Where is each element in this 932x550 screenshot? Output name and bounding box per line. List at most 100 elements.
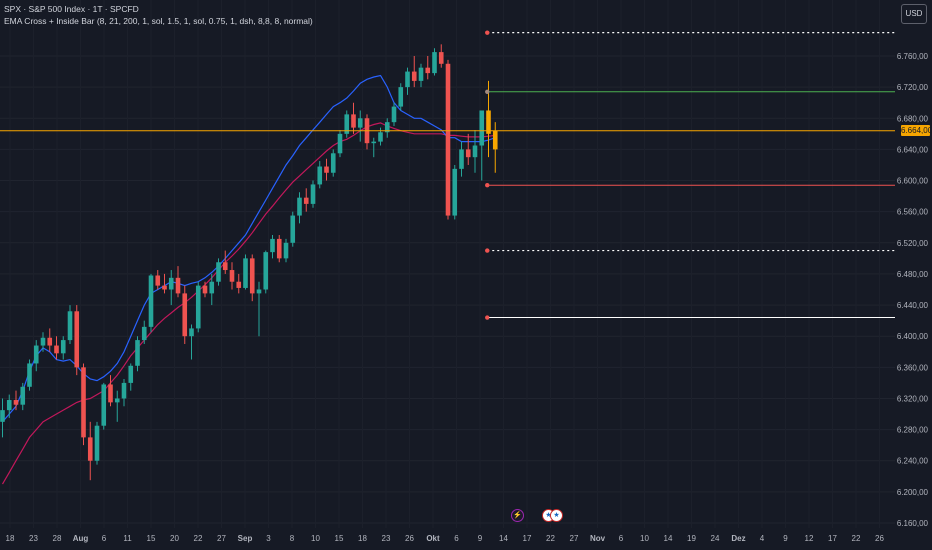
candle-body bbox=[94, 425, 100, 461]
candle-body bbox=[189, 328, 194, 337]
candle-body bbox=[384, 122, 390, 133]
time-axis-label: 4 bbox=[760, 534, 765, 543]
candle-body bbox=[13, 400, 19, 405]
candle-body bbox=[310, 184, 316, 204]
candle-body bbox=[459, 149, 464, 169]
candle-body bbox=[357, 118, 363, 128]
time-axis-label: 22 bbox=[852, 534, 861, 543]
candle-body bbox=[330, 153, 336, 173]
candle-body bbox=[20, 386, 26, 405]
candle-body bbox=[101, 384, 107, 426]
time-axis-label: 17 bbox=[828, 534, 837, 543]
candle-body bbox=[148, 275, 154, 327]
candle-body bbox=[87, 437, 93, 461]
time-axis-label: 26 bbox=[405, 534, 414, 543]
candle-body bbox=[398, 87, 404, 107]
time-axis-label: 23 bbox=[29, 534, 38, 543]
time-axis-label: 10 bbox=[311, 534, 320, 543]
candle-body bbox=[438, 52, 444, 64]
candle-body bbox=[236, 281, 242, 288]
candle-body bbox=[472, 145, 478, 158]
symbol-title: SPX · S&P 500 Index · 1T · SPCFD bbox=[4, 4, 139, 14]
chart-legend: SPX · S&P 500 Index · 1T · SPCFD EMA Cro… bbox=[4, 3, 313, 27]
price-axis-label: 6.200,00 bbox=[897, 488, 929, 497]
candle-body bbox=[74, 311, 80, 368]
price-axis-label: 6.480,00 bbox=[897, 270, 929, 279]
time-axis-label: Sep bbox=[238, 534, 253, 543]
price-axis-label: 6.680,00 bbox=[897, 114, 929, 123]
candle-body bbox=[155, 275, 161, 286]
currency-button[interactable]: USD bbox=[901, 4, 927, 24]
time-axis-label: 24 bbox=[711, 534, 720, 543]
candle-body bbox=[0, 410, 5, 422]
us-flag-icon[interactable]: ★ bbox=[550, 509, 563, 522]
flash-icon[interactable]: ⚡ bbox=[511, 509, 524, 522]
time-axis-label: 14 bbox=[499, 534, 508, 543]
indicator-title: EMA Cross + Inside Bar (8, 21, 200, 1, s… bbox=[4, 16, 313, 26]
candle-body bbox=[108, 384, 113, 403]
candle-body bbox=[175, 277, 181, 294]
price-axis-label: 6.760,00 bbox=[897, 52, 929, 61]
current-price-badge: 6.664,00 bbox=[901, 125, 932, 136]
candle-body bbox=[445, 63, 451, 216]
candle-body bbox=[202, 285, 208, 294]
candle-body bbox=[486, 110, 491, 134]
candle-body bbox=[249, 258, 255, 294]
candle-body bbox=[47, 337, 53, 346]
candle-body bbox=[371, 141, 377, 144]
time-axis-label: 22 bbox=[194, 534, 203, 543]
candle-body bbox=[411, 71, 417, 81]
candle-body bbox=[243, 258, 248, 288]
candle-body bbox=[344, 114, 350, 134]
candle-body bbox=[114, 398, 120, 403]
time-axis-label: 15 bbox=[147, 534, 156, 543]
candle-body bbox=[324, 166, 329, 173]
candle-body bbox=[452, 168, 458, 216]
candle-body bbox=[391, 106, 397, 123]
candle-body bbox=[33, 345, 39, 364]
price-axis-label: 6.640,00 bbox=[897, 145, 929, 154]
candle-body bbox=[135, 340, 140, 366]
candle-body bbox=[297, 197, 302, 216]
candle-body bbox=[337, 133, 343, 154]
candle-body bbox=[432, 52, 437, 74]
candle-body bbox=[40, 337, 46, 346]
candle-body bbox=[229, 270, 235, 282]
candle-body bbox=[256, 289, 262, 294]
time-axis-label: 6 bbox=[454, 534, 459, 543]
candle-body bbox=[405, 71, 410, 88]
time-axis-label: 23 bbox=[382, 534, 391, 543]
time-axis-label: 8 bbox=[290, 534, 295, 543]
candle-body bbox=[168, 277, 174, 290]
candle-body bbox=[418, 67, 424, 81]
candle-body bbox=[128, 365, 134, 383]
level-marker bbox=[485, 248, 490, 253]
candle-body bbox=[67, 311, 73, 341]
level-marker bbox=[485, 315, 490, 320]
time-axis-label: 22 bbox=[546, 534, 555, 543]
candle-body bbox=[81, 367, 86, 438]
price-axis-label: 6.240,00 bbox=[897, 457, 929, 466]
candle-body bbox=[209, 281, 215, 294]
candle-body bbox=[303, 197, 309, 204]
candle-body bbox=[216, 262, 221, 282]
time-axis-label: 12 bbox=[805, 534, 814, 543]
price-axis-label: 6.360,00 bbox=[897, 363, 929, 372]
candle-body bbox=[263, 252, 269, 290]
time-axis-label: 28 bbox=[53, 534, 62, 543]
price-axis-label: 6.400,00 bbox=[897, 332, 929, 341]
time-axis-label: Aug bbox=[73, 534, 89, 543]
time-axis-label: Nov bbox=[590, 534, 606, 543]
candle-body bbox=[290, 215, 296, 243]
time-axis-label: 9 bbox=[783, 534, 788, 543]
candle-body bbox=[27, 363, 32, 387]
candle-body bbox=[121, 382, 127, 399]
candle-body bbox=[465, 149, 471, 158]
candle-body bbox=[54, 345, 59, 354]
time-axis-label: 6 bbox=[102, 534, 107, 543]
candle-body bbox=[492, 130, 498, 150]
candle-body bbox=[270, 238, 275, 253]
candle-body bbox=[195, 285, 201, 329]
time-axis-label: 3 bbox=[266, 534, 271, 543]
